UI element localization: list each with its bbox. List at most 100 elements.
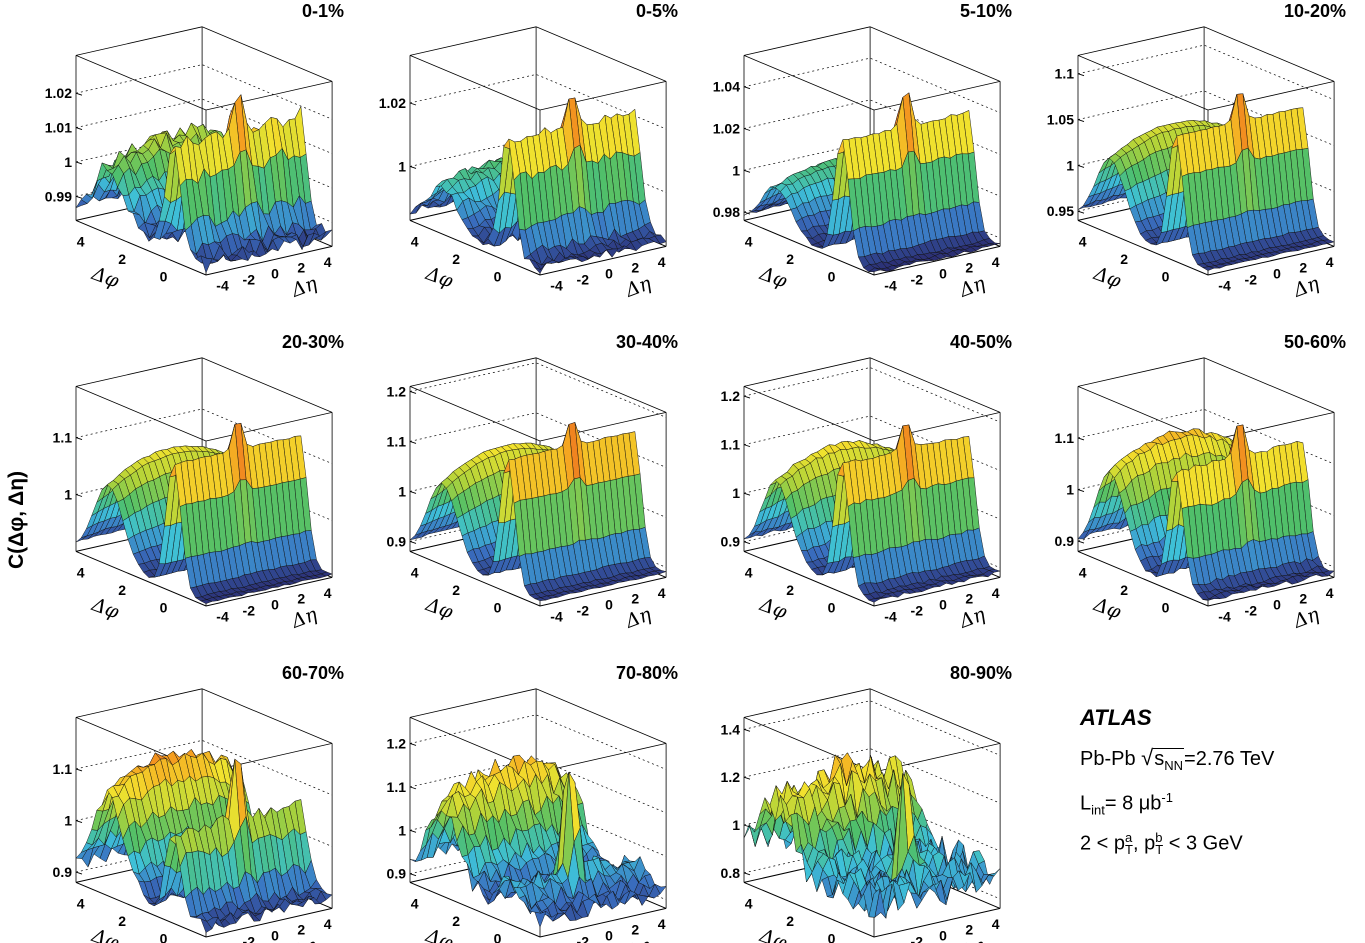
box-edge [409, 357, 537, 387]
y-tick-label: -2 [1245, 272, 1258, 288]
z-tick-label: 1.1 [53, 430, 73, 446]
box-edge [201, 357, 333, 413]
box-edge [201, 26, 333, 82]
y-tick-label: 4 [324, 585, 332, 601]
y-tick-label: -2 [911, 603, 924, 619]
z-tick [409, 540, 417, 544]
y-tick-label: -4 [1218, 278, 1231, 294]
z-tick [409, 440, 417, 444]
z-tick-label: 1.02 [713, 121, 740, 137]
z-tick-label: 1 [732, 485, 740, 501]
y-tick-label: -2 [911, 272, 924, 288]
y-tick-label: -4 [550, 609, 563, 625]
x-tick-label: 2 [452, 251, 460, 267]
y-axis-label: Δη [956, 603, 989, 633]
z-tick-label: 1.2 [387, 383, 407, 399]
z-tick-label: 1.01 [45, 120, 72, 136]
box-edge [1077, 357, 1205, 387]
panel-title: 30-40% [616, 332, 678, 352]
box-edge [743, 26, 871, 56]
y-tick-label: -2 [1245, 603, 1258, 619]
y-tick-label: 2 [297, 260, 305, 276]
surface-mesh [409, 97, 667, 274]
z-tick-label: 1.02 [45, 85, 72, 101]
z-tick-label: 1.2 [721, 388, 741, 404]
x-tick-label: 4 [745, 234, 753, 250]
x-tick-label: 2 [1120, 251, 1128, 267]
z-tick [409, 490, 417, 494]
z-tick [1077, 164, 1085, 168]
z-tick-label: 1.1 [1055, 66, 1075, 82]
z-tick [743, 86, 751, 90]
y-tick-label: 4 [324, 254, 332, 270]
surface-mesh [1077, 92, 1335, 271]
z-tick-label: 0.98 [713, 204, 740, 220]
z-tick-label: 1.1 [1055, 430, 1075, 446]
z-tick [75, 92, 83, 96]
z-tick-label: 1 [64, 154, 72, 170]
y-tick-label: 4 [1326, 254, 1334, 270]
surface-cell [534, 262, 547, 274]
x-tick-label: 4 [77, 234, 85, 250]
box-edge [205, 81, 333, 111]
z-tick [743, 444, 751, 448]
x-tick-label: 0 [1162, 268, 1170, 284]
box-edge [1203, 26, 1335, 82]
y-tick-label: 0 [939, 597, 947, 613]
surface-mesh [75, 748, 333, 933]
y-tick-label: -4 [550, 278, 563, 294]
box-edge [539, 81, 667, 111]
x-tick-label: 0 [160, 599, 168, 615]
y-tick-label: -4 [884, 278, 897, 294]
z-tick [743, 395, 751, 399]
x-tick-label: 2 [118, 251, 126, 267]
y-tick-label: 0 [271, 266, 279, 282]
y-tick-label: 4 [658, 254, 666, 270]
y-tick-label: 4 [658, 585, 666, 601]
x-tick-label: 4 [1079, 234, 1087, 250]
x-tick-label: 4 [411, 565, 419, 581]
x-tick-label: 2 [452, 582, 460, 598]
z-tick [743, 128, 751, 131]
y-tick-label: 0 [1273, 266, 1281, 282]
y-tick-label: 2 [1299, 591, 1307, 607]
box-edge [535, 26, 667, 82]
y-tick-label: -2 [577, 272, 590, 288]
z-tick-label: 1 [1066, 157, 1074, 173]
box-edge [409, 55, 541, 111]
surface-mesh [743, 424, 1001, 603]
box-edge [75, 386, 207, 442]
y-tick-label: -4 [216, 609, 229, 625]
y-tick-label: 2 [965, 260, 973, 276]
z-tick [743, 541, 751, 545]
y-axis-label: Δη [288, 603, 321, 633]
box-edge [75, 357, 203, 387]
z-tick-label: 1 [1066, 482, 1074, 498]
z-tick-label: 1 [398, 483, 406, 499]
z-tick [409, 102, 417, 106]
y-axis-label: Δη [622, 272, 655, 302]
box-edge [75, 688, 203, 718]
box-edge [409, 386, 541, 442]
y-tick-label: 2 [965, 591, 973, 607]
y-axis-label: Δη [1290, 272, 1323, 302]
y-tick-label: 0 [605, 597, 613, 613]
z-tick [1077, 73, 1085, 77]
z-gridline [743, 57, 1001, 114]
z-tick [75, 161, 83, 165]
x-tick-label: 2 [786, 582, 794, 598]
z-tick [1077, 210, 1085, 214]
y-tick-label: -2 [243, 603, 256, 619]
z-tick-label: 0.99 [45, 188, 72, 204]
panel-title: 40-50% [950, 332, 1012, 352]
x-tick-label: 0 [1162, 599, 1170, 615]
z-tick-label: 1.1 [387, 433, 407, 449]
x-tick-label: 4 [1079, 565, 1087, 581]
